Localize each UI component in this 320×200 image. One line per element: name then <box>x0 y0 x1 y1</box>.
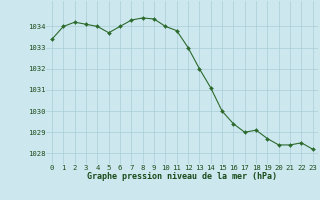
X-axis label: Graphe pression niveau de la mer (hPa): Graphe pression niveau de la mer (hPa) <box>87 172 277 181</box>
